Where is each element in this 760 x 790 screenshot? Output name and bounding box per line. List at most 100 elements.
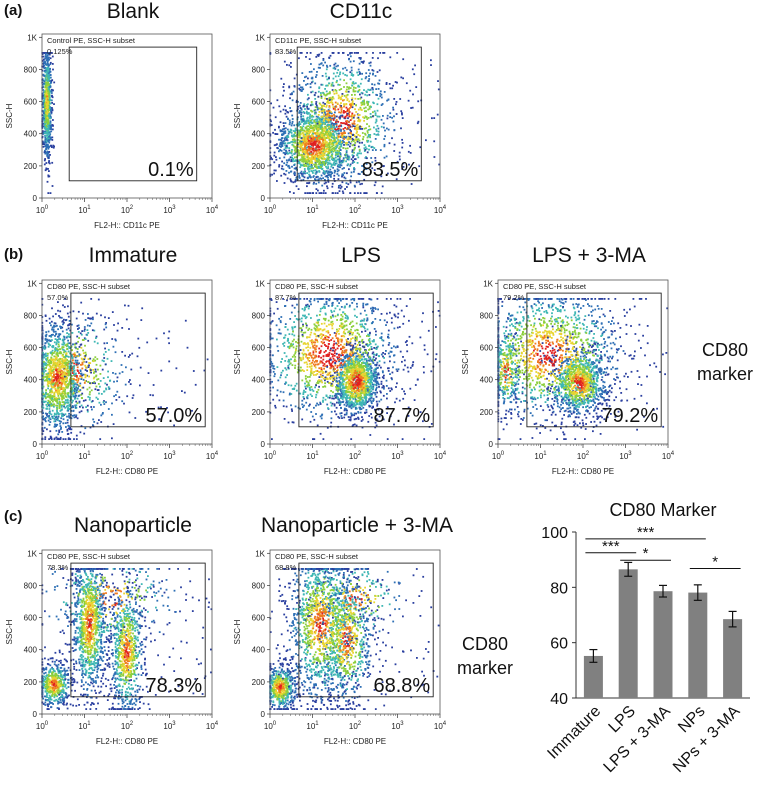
plot-header: Control PE, SSC-H subset xyxy=(47,36,136,45)
bar xyxy=(688,592,708,698)
x-tick-label: 101 xyxy=(306,451,319,461)
flow-plot-nanoparticle-3ma: CD80 PE, SSC-H subset 68.8% 68.8% 0 200 400 60… xyxy=(233,549,447,746)
flow-plot-cd11c: CD11c PE, SSC-H subset 83.5% 83.5% 0 200 400 6… xyxy=(233,33,447,230)
y-tick-label: 100 xyxy=(541,525,568,542)
cd80-marker-label-c: CD80 marker xyxy=(440,632,530,680)
gate-box xyxy=(296,46,422,182)
y-tick-label: 60 xyxy=(550,636,568,653)
x-tick-label: 102 xyxy=(121,451,134,461)
y-tick-label: 600 xyxy=(24,98,38,107)
y-tick-label: 0 xyxy=(33,440,38,449)
flow-plot-immature: CD80 PE, SSC-H subset 57.0% 57.0% 0 200 400 60… xyxy=(5,279,219,476)
gate-box xyxy=(298,292,434,428)
y-tick-label: 0 xyxy=(261,710,266,719)
y-tick-label: 0 xyxy=(33,710,38,719)
y-tick-label: 800 xyxy=(24,311,38,320)
scatter-dots xyxy=(41,52,56,194)
marker-line2: marker xyxy=(696,364,753,384)
y-tick-label: 1K xyxy=(255,33,265,42)
y-tick-label: 800 xyxy=(252,581,266,590)
bar xyxy=(618,569,638,698)
y-axis-label: SSC-H xyxy=(5,103,14,128)
y-tick-label: 0 xyxy=(261,440,266,449)
x-tick-label: 100 xyxy=(36,721,49,731)
y-tick-label: 600 xyxy=(252,614,266,623)
x-tick-label: 103 xyxy=(163,451,176,461)
gate-percent-small: 87.7% xyxy=(275,293,297,302)
gate-percent-small: 83.5% xyxy=(275,47,297,56)
marker-line1: CD80 xyxy=(461,634,509,654)
panel-label-a: (a) xyxy=(4,2,23,19)
x-tick-label: 104 xyxy=(662,451,675,461)
scatter-dots xyxy=(269,298,441,440)
title-cd11c: CD11c xyxy=(329,0,393,23)
y-tick-label: 400 xyxy=(24,376,38,385)
x-tick-label: 102 xyxy=(121,721,134,731)
x-axis-label: FL2-H:: CD80 PE xyxy=(552,467,614,476)
x-tick-label: 102 xyxy=(121,205,134,215)
title-nanoparticle: Nanoparticle xyxy=(74,514,192,537)
gate-box xyxy=(70,292,206,428)
x-tick-label: Immature xyxy=(544,703,604,763)
x-tick-label: 104 xyxy=(434,205,447,215)
gate-percent-large: 57.0% xyxy=(145,405,202,427)
x-tick-label: 100 xyxy=(36,205,49,215)
x-axis-label: FL2-H:: CD80 PE xyxy=(324,467,386,476)
y-tick-label: 400 xyxy=(24,646,38,655)
gate-box xyxy=(526,292,662,428)
chart-title: CD80 Marker xyxy=(609,500,716,520)
plot-header: CD80 PE, SSC-H subset xyxy=(47,282,131,291)
x-tick-label: 104 xyxy=(434,721,447,731)
gate-percent-small: 0.125% xyxy=(47,47,73,56)
title-nanoparticle-3ma: Nanoparticle + 3-MA xyxy=(260,514,453,537)
y-tick-label: 400 xyxy=(480,376,494,385)
significance-label: *** xyxy=(602,538,620,555)
y-tick-label: 600 xyxy=(480,344,494,353)
gate-percent-large: 83.5% xyxy=(362,159,419,181)
y-tick-label: 200 xyxy=(24,162,38,171)
y-tick-label: 200 xyxy=(252,162,266,171)
x-tick-label: 102 xyxy=(349,451,362,461)
title-blank: Blank xyxy=(106,0,160,23)
y-tick-label: 200 xyxy=(24,408,38,417)
significance-label: *** xyxy=(637,524,655,541)
x-tick-label: 101 xyxy=(78,721,91,731)
plot-header: CD80 PE, SSC-H subset xyxy=(275,552,359,561)
bar xyxy=(653,591,673,698)
plot-header: CD80 PE, SSC-H subset xyxy=(47,552,131,561)
gate-percent-large: 68.8% xyxy=(373,675,430,697)
gate-percent-small: 68.8% xyxy=(275,563,297,572)
y-tick-label: 200 xyxy=(252,678,266,687)
x-tick-label: 103 xyxy=(163,205,176,215)
x-tick-label: 100 xyxy=(264,721,277,731)
flow-plot-lps: CD80 PE, SSC-H subset 87.7% 87.7% 0 200 400 60… xyxy=(233,279,447,476)
x-tick-label: 103 xyxy=(391,451,404,461)
gate-box xyxy=(298,562,434,698)
plot-header: CD11c PE, SSC-H subset xyxy=(275,36,362,45)
y-tick-label: 400 xyxy=(252,376,266,385)
y-tick-label: 600 xyxy=(24,344,38,353)
y-tick-label: 600 xyxy=(24,614,38,623)
x-tick-label: 102 xyxy=(577,451,590,461)
flow-plot-nanoparticle: CD80 PE, SSC-H subset 78.3% 78.3% 0 200 400 60… xyxy=(5,549,219,746)
gate-percent-small: 79.2% xyxy=(503,293,525,302)
x-tick-label: 104 xyxy=(206,451,219,461)
y-axis-label: SSC-H xyxy=(233,103,242,128)
gate-percent-large: 79.2% xyxy=(601,405,658,427)
y-axis-label: SSC-H xyxy=(5,349,14,374)
x-axis-label: FL2-H:: CD80 PE xyxy=(96,737,158,746)
y-tick-label: 400 xyxy=(252,130,266,139)
y-tick-label: 600 xyxy=(252,344,266,353)
y-axis-label: SSC-H xyxy=(5,619,14,644)
y-tick-label: 1K xyxy=(27,279,37,288)
gate-percent-large: 0.1% xyxy=(148,159,194,181)
x-tick-label: 100 xyxy=(264,451,277,461)
x-tick-label: 101 xyxy=(306,721,319,731)
x-tick-label: 103 xyxy=(619,451,632,461)
gate-box xyxy=(70,562,206,698)
panel-label-b: (b) xyxy=(4,246,24,263)
scatter-dots xyxy=(269,568,440,710)
significance-label: * xyxy=(712,554,718,571)
x-axis-label: FL2-H:: CD80 PE xyxy=(96,467,158,476)
